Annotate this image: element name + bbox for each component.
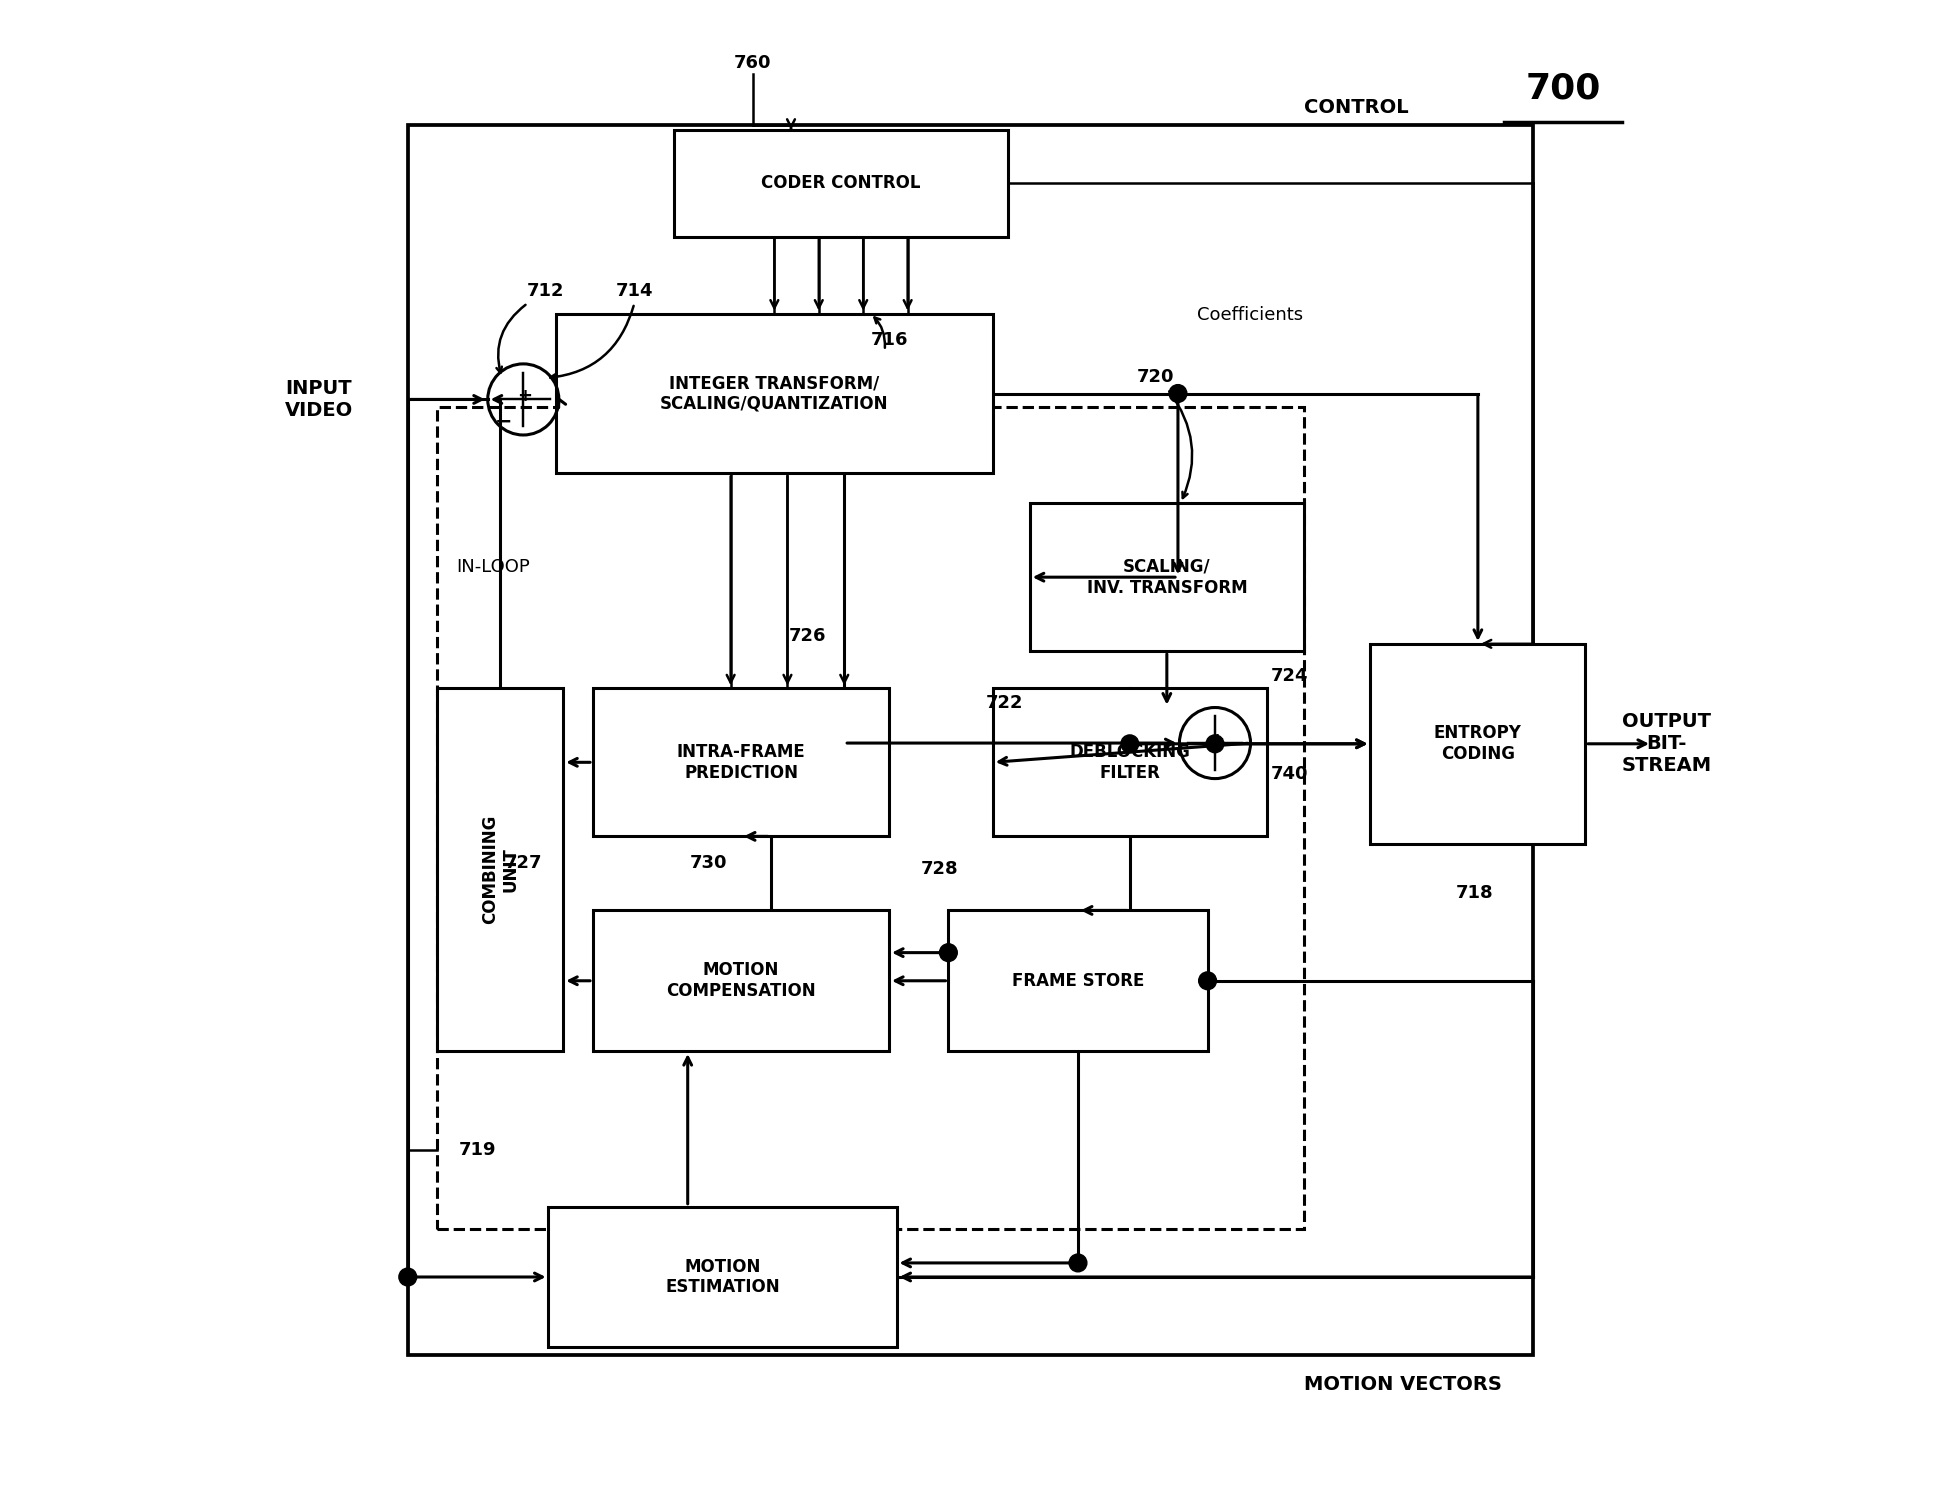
Text: 719: 719	[457, 1141, 497, 1159]
Text: 714: 714	[616, 283, 653, 300]
FancyBboxPatch shape	[993, 688, 1267, 836]
Text: −: −	[495, 411, 512, 432]
FancyBboxPatch shape	[592, 688, 890, 836]
FancyBboxPatch shape	[555, 314, 993, 474]
Circle shape	[938, 943, 956, 961]
Text: MOTION
ESTIMATION: MOTION ESTIMATION	[665, 1257, 780, 1296]
Text: IN-LOOP: IN-LOOP	[456, 558, 530, 576]
Text: +: +	[516, 387, 532, 405]
FancyBboxPatch shape	[1030, 504, 1304, 652]
Text: Coefficients: Coefficients	[1196, 306, 1302, 324]
Text: 700: 700	[1525, 72, 1599, 106]
Circle shape	[399, 1268, 416, 1286]
Text: 740: 740	[1269, 765, 1308, 783]
Text: MOTION VECTORS: MOTION VECTORS	[1304, 1375, 1501, 1393]
FancyBboxPatch shape	[407, 126, 1533, 1354]
Text: 722: 722	[985, 694, 1022, 712]
Text: ENTROPY
CODING: ENTROPY CODING	[1433, 725, 1521, 762]
Text: DEBLOCKING
FILTER: DEBLOCKING FILTER	[1069, 743, 1191, 782]
Text: 718: 718	[1455, 884, 1492, 901]
Text: OUTPUT
BIT-
STREAM: OUTPUT BIT- STREAM	[1621, 712, 1711, 774]
Circle shape	[1120, 736, 1138, 752]
Text: 727: 727	[504, 854, 542, 872]
Text: CONTROL: CONTROL	[1304, 99, 1408, 117]
Text: FRAME STORE: FRAME STORE	[1011, 972, 1144, 990]
FancyBboxPatch shape	[1370, 644, 1584, 843]
Text: INPUT
VIDEO: INPUT VIDEO	[285, 378, 352, 420]
Text: CODER CONTROL: CODER CONTROL	[760, 175, 921, 193]
Text: +: +	[1208, 731, 1224, 749]
Circle shape	[1169, 384, 1187, 402]
Text: INTEGER TRANSFORM/
SCALING/QUANTIZATION: INTEGER TRANSFORM/ SCALING/QUANTIZATION	[659, 374, 888, 413]
FancyBboxPatch shape	[592, 910, 890, 1051]
FancyBboxPatch shape	[547, 1206, 895, 1347]
Text: 730: 730	[690, 854, 727, 872]
Text: 724: 724	[1269, 667, 1308, 685]
FancyBboxPatch shape	[948, 910, 1206, 1051]
Circle shape	[1198, 972, 1216, 990]
Text: INTRA-FRAME
PREDICTION: INTRA-FRAME PREDICTION	[676, 743, 805, 782]
Text: COMBINING
UNIT: COMBINING UNIT	[481, 815, 520, 924]
Text: 760: 760	[733, 54, 770, 72]
FancyBboxPatch shape	[674, 130, 1007, 236]
Text: 728: 728	[921, 860, 958, 878]
Text: 720: 720	[1136, 368, 1173, 386]
Text: 716: 716	[870, 332, 907, 350]
FancyBboxPatch shape	[438, 688, 563, 1051]
Text: MOTION
COMPENSATION: MOTION COMPENSATION	[667, 961, 815, 1000]
Circle shape	[1206, 736, 1224, 752]
Circle shape	[1069, 1254, 1087, 1272]
Text: 726: 726	[788, 628, 827, 646]
Text: SCALING/
INV. TRANSFORM: SCALING/ INV. TRANSFORM	[1085, 558, 1247, 597]
Text: 712: 712	[526, 283, 563, 300]
